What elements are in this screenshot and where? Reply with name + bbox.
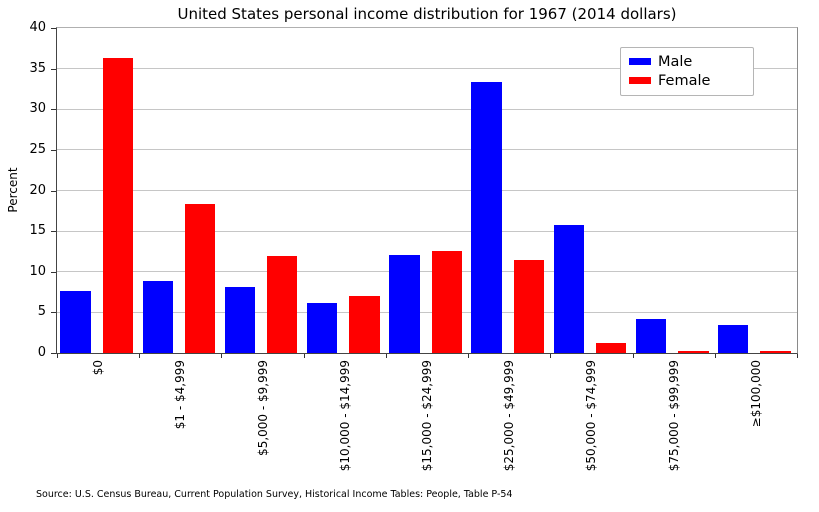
legend: Male Female: [620, 47, 754, 96]
x-tick-mark: [632, 354, 634, 358]
bar-female-0: [102, 58, 134, 353]
bar-male-6: [553, 225, 585, 353]
bar-male-8: [718, 324, 749, 353]
y-tick-label: 10: [29, 263, 46, 279]
x-tick-label: ≥$100,000: [748, 360, 763, 428]
x-tick-mark: [468, 354, 470, 358]
gridline: [57, 108, 797, 110]
bar-female-1: [184, 204, 216, 353]
gridline: [57, 230, 797, 232]
legend-item-female: Female: [629, 71, 745, 90]
gridline: [57, 190, 797, 191]
y-tick-mark: [51, 109, 56, 111]
x-tick-label: $50,000 - $74,999: [584, 360, 599, 472]
gridline: [57, 149, 797, 151]
x-tick-label: $1 - $4,999: [173, 360, 188, 430]
source-note: Source: U.S. Census Bureau, Current Popu…: [36, 489, 513, 500]
x-tick-mark: [797, 354, 798, 358]
x-tick-mark: [714, 354, 716, 358]
y-tick-mark: [51, 271, 56, 273]
gridline: [57, 271, 797, 273]
bar-female-2: [267, 255, 298, 353]
bar-male-7: [635, 318, 667, 353]
x-tick-mark: [303, 354, 305, 358]
y-tick-mark: [51, 353, 56, 354]
x-tick-label: $5,000 - $9,999: [255, 360, 270, 456]
y-tick-mark: [51, 231, 56, 233]
x-tick-mark: [139, 354, 141, 358]
x-tick-mark: [221, 354, 223, 358]
male-series-swatch: [629, 58, 651, 65]
bar-male-5: [471, 81, 502, 353]
y-tick-label: 20: [29, 182, 46, 198]
bar-female-8: [760, 350, 791, 353]
y-tick-label: 0: [37, 345, 46, 360]
chart-title: United States personal income distributi…: [177, 5, 677, 23]
bar-male-1: [142, 280, 173, 353]
x-tick-mark: [385, 354, 387, 358]
x-tick-mark: [550, 354, 552, 358]
bar-female-6: [595, 343, 627, 353]
x-tick-label: $10,000 - $14,999: [337, 360, 352, 472]
x-tick-label: $0: [91, 360, 106, 376]
y-tick-label: 15: [29, 223, 46, 239]
bar-male-2: [224, 287, 256, 353]
bar-male-3: [306, 302, 338, 353]
bar-female-7: [678, 350, 709, 353]
y-tick-mark: [51, 68, 56, 70]
y-tick-mark: [51, 149, 56, 151]
legend-label-female: Female: [658, 72, 711, 89]
y-tick-mark: [51, 190, 56, 192]
legend-label-male: Male: [658, 53, 693, 70]
bar-female-5: [513, 259, 545, 353]
gridline: [57, 68, 797, 70]
y-tick-mark: [51, 28, 56, 29]
x-tick-label: $15,000 - $24,999: [420, 360, 434, 472]
y-tick-label: 40: [29, 20, 46, 35]
bar-male-0: [60, 291, 91, 353]
y-tick-label: 5: [37, 304, 46, 320]
x-tick-label: $25,000 - $49,999: [502, 360, 517, 472]
y-tick-mark: [51, 312, 56, 314]
x-tick-mark: [57, 354, 58, 358]
gridline: [57, 311, 797, 313]
x-tick-label: $75,000 - $99,999: [666, 360, 681, 472]
bar-female-4: [431, 251, 462, 353]
bar-female-3: [349, 296, 380, 353]
female-series-swatch: [629, 77, 651, 84]
y-tick-label: 35: [29, 60, 46, 76]
bar-male-4: [389, 254, 420, 353]
legend-item-male: Male: [629, 52, 745, 71]
y-tick-label: 30: [29, 101, 46, 117]
y-tick-label: 25: [29, 141, 46, 157]
